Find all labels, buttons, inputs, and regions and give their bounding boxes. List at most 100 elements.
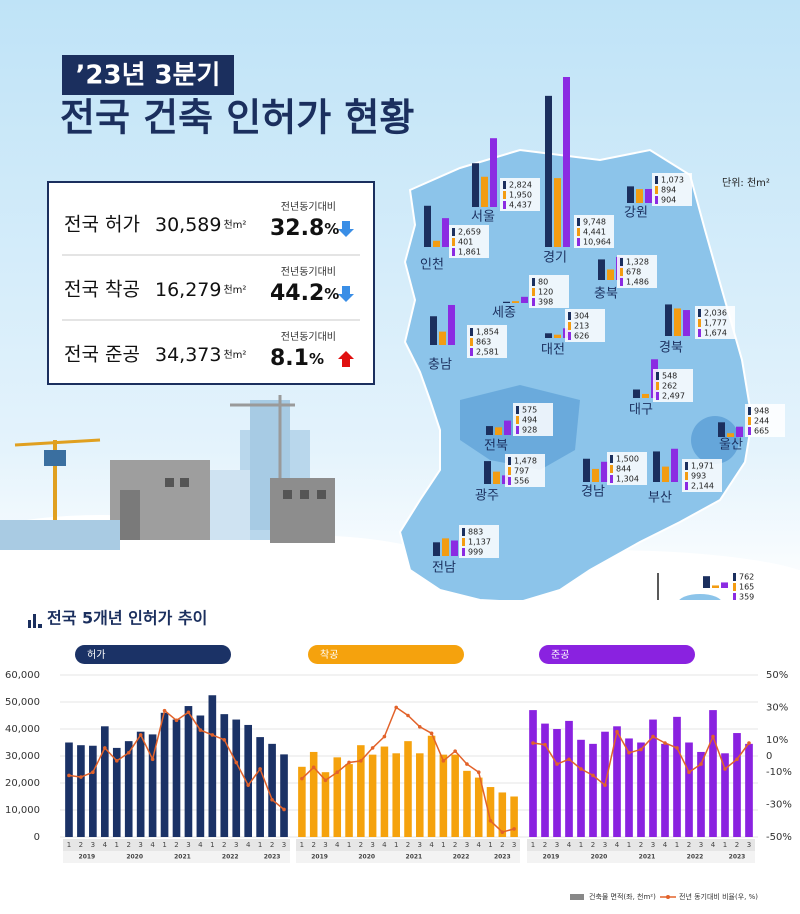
year-label: 2022 [222,854,239,861]
region-value-label: 1,674 [704,329,727,338]
change-point [91,770,95,774]
bar [613,726,621,837]
legend-swatch [516,406,519,414]
region-value-label: 1,500 [616,455,639,464]
bar [368,754,377,837]
legend-swatch [610,465,613,473]
bar [244,724,253,837]
region-bar [718,422,725,437]
value-box [467,325,507,358]
value-box [529,275,569,308]
region-bar [472,163,479,207]
change-point [370,746,375,750]
change-point [627,750,631,755]
region-name: 울산 [719,438,743,453]
x-tick-label: 2 [639,841,643,849]
region-value-label: 2,581 [476,348,499,357]
region-bar [683,310,690,336]
legend-swatch [685,462,688,470]
region-value-label: 665 [754,427,769,436]
y-tick-label: 60,000 [5,670,40,681]
y-tick-label: 50,000 [5,697,40,708]
x-tick-label: 2 [270,841,274,849]
region-bar [665,304,672,336]
legend-swatch [748,427,751,435]
change: 8.1 [270,346,309,371]
region-bar [545,333,552,338]
region-value-label: 9,748 [583,218,606,227]
quarter-strip [296,839,520,851]
section-icon [28,614,42,628]
bar [510,796,518,837]
region-bar [451,540,458,556]
region-bar [636,189,643,203]
region-name: 전남 [432,561,456,576]
change-point [651,734,655,739]
change-point [453,749,457,753]
region-value-label: 213 [574,322,589,331]
region-value-label: 1,971 [691,462,714,471]
x-tick-label: 2 [126,841,130,849]
x-tick-label: 3 [323,841,327,849]
legend-swatch [620,278,623,286]
bar [268,743,276,837]
region-bar [662,466,669,482]
region-value-label: 1,950 [509,191,532,200]
change-point [67,773,71,778]
region-bar [504,420,511,435]
region-value-label: 80 [538,278,548,287]
change-point [465,762,469,766]
summary-value: 16,279 천m² [155,279,246,301]
arrow-down [338,286,354,302]
change-point [382,734,387,739]
x-tick-label: 2 [735,841,739,849]
region-bar [645,188,652,203]
change-point [543,742,547,747]
x-tick-label: 1 [488,841,492,849]
y2-tick-label: 10% [766,735,788,746]
x-tick-label: 2 [406,841,410,849]
legend-swatch [452,228,455,236]
year-label: 2021 [174,854,191,861]
x-tick-label: 1 [531,841,535,849]
region-value-label: 678 [626,268,641,277]
region-value-label: 398 [538,298,553,307]
y2-tick-label: 50% [766,670,788,681]
change-point [441,759,446,763]
x-tick-label: 2 [359,841,363,849]
bar [721,753,729,837]
region-value-label: 2,497 [662,392,685,401]
year-label: 2023 [494,854,511,861]
year-label: 2022 [453,854,470,861]
chart-title: 전국 5개년 인허가 추이 [47,609,207,628]
change-point [735,757,739,762]
region-bar [736,426,743,437]
x-tick-label: 2 [174,841,178,849]
region-value-label: 548 [662,372,677,381]
legend-swatch [656,392,659,400]
legend-swatch [656,382,659,390]
x-tick-label: 2 [79,841,83,849]
summary-value: 34,373 천m² [155,344,246,366]
region-value-label: 1,478 [514,457,537,466]
bar [380,746,389,837]
region-value-label: 1,777 [704,319,727,328]
legend-swatch [503,201,506,209]
legend-swatch [532,298,535,306]
year-strip [527,851,755,863]
bar [637,742,645,837]
change-point [103,746,107,750]
bar [709,710,717,837]
legend-swatch [620,258,623,266]
region-bar [442,538,449,556]
bar [486,787,495,837]
bar [733,733,741,837]
change-point [603,783,607,787]
region-bar [545,95,552,247]
region-bar [439,331,446,345]
legend-swatch [462,538,465,546]
value-box [617,255,657,288]
change-value: 8.1% [270,346,324,371]
year-label: 2023 [264,854,281,861]
change-point [567,757,571,762]
